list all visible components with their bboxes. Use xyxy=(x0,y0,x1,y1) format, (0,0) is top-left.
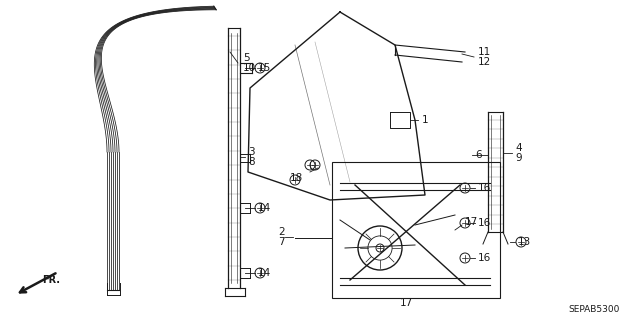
Text: 17: 17 xyxy=(465,217,478,227)
Text: 2: 2 xyxy=(278,227,285,237)
Text: 14: 14 xyxy=(258,203,271,213)
Text: 5: 5 xyxy=(243,53,250,63)
Text: 7: 7 xyxy=(278,237,285,247)
Text: 10: 10 xyxy=(243,63,256,73)
Text: 4: 4 xyxy=(515,143,522,153)
Text: 1: 1 xyxy=(422,115,429,125)
Text: 18: 18 xyxy=(290,173,303,183)
Text: 15: 15 xyxy=(258,63,271,73)
Text: 14: 14 xyxy=(258,268,271,278)
Text: 13: 13 xyxy=(518,237,531,247)
Text: 12: 12 xyxy=(478,57,492,67)
Text: FR.: FR. xyxy=(42,275,60,285)
Text: 8: 8 xyxy=(248,157,255,167)
Text: 16: 16 xyxy=(478,183,492,193)
Text: 16: 16 xyxy=(478,253,492,263)
Text: 6: 6 xyxy=(475,150,482,160)
Text: 16: 16 xyxy=(478,218,492,228)
Text: 17: 17 xyxy=(400,298,413,308)
Text: SEPAB5300: SEPAB5300 xyxy=(568,305,620,314)
Text: 9: 9 xyxy=(515,153,522,163)
Bar xyxy=(332,162,500,298)
Text: 11: 11 xyxy=(478,47,492,57)
Text: 3: 3 xyxy=(248,147,255,157)
